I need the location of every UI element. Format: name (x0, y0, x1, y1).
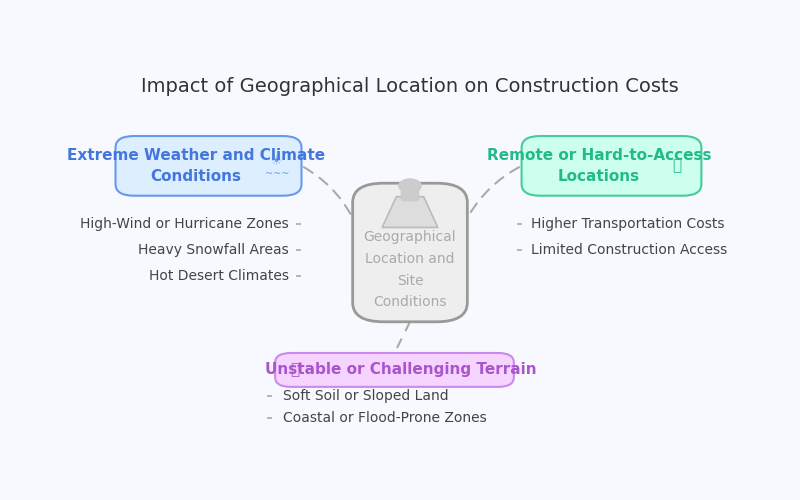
Text: Remote or Hard-to-Access
Locations: Remote or Hard-to-Access Locations (487, 148, 711, 184)
FancyBboxPatch shape (522, 136, 702, 196)
Text: Coastal or Flood-Prone Zones: Coastal or Flood-Prone Zones (283, 411, 486, 425)
Text: High-Wind or Hurricane Zones: High-Wind or Hurricane Zones (80, 216, 289, 230)
FancyBboxPatch shape (275, 353, 514, 387)
Text: Higher Transportation Costs: Higher Transportation Costs (531, 216, 725, 230)
Text: Unstable or Challenging Terrain: Unstable or Challenging Terrain (265, 362, 537, 378)
Text: Geographical
Location and
Site
Conditions: Geographical Location and Site Condition… (364, 230, 456, 310)
Text: Soft Soil or Sloped Land: Soft Soil or Sloped Land (283, 388, 449, 402)
FancyBboxPatch shape (115, 136, 302, 196)
FancyBboxPatch shape (353, 183, 467, 322)
Text: ☀: ☀ (271, 156, 282, 168)
Text: 🚙: 🚙 (672, 158, 681, 174)
Text: ~~~: ~~~ (265, 168, 289, 178)
Text: Extreme Weather and Climate
Conditions: Extreme Weather and Climate Conditions (67, 148, 325, 184)
Text: ⛰: ⛰ (290, 362, 299, 378)
Text: Limited Construction Access: Limited Construction Access (531, 243, 727, 257)
FancyBboxPatch shape (401, 186, 419, 202)
Circle shape (399, 179, 421, 193)
Text: Impact of Geographical Location on Construction Costs: Impact of Geographical Location on Const… (141, 78, 679, 96)
Polygon shape (382, 196, 438, 228)
Text: Heavy Snowfall Areas: Heavy Snowfall Areas (138, 243, 289, 257)
Text: Hot Desert Climates: Hot Desert Climates (149, 269, 289, 283)
